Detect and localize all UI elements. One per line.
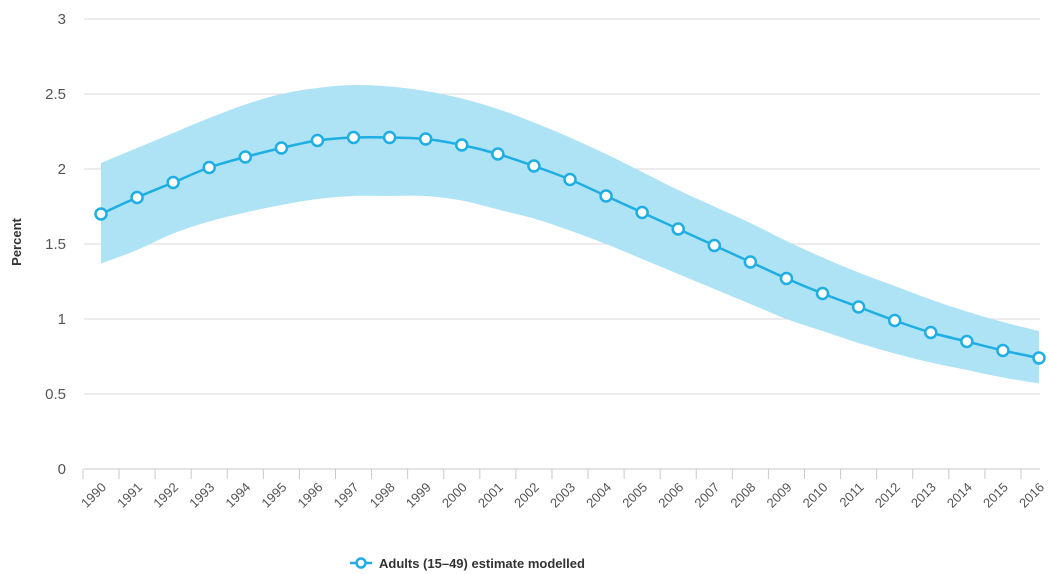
x-tick-label: 2014 [944, 480, 975, 511]
data-point [887, 313, 902, 328]
legend-label: Adults (15–49) estimate modelled [379, 556, 585, 571]
x-tick-label: 1999 [403, 480, 434, 511]
y-tick-label: 3 [58, 11, 66, 28]
confidence-band [101, 84, 1039, 384]
x-tick-label: 2012 [872, 480, 903, 511]
x-tick-label: 2006 [655, 480, 686, 511]
data-point [1032, 351, 1046, 365]
data-point [779, 271, 794, 286]
x-tick-label: 1991 [114, 480, 145, 511]
y-tick-label: 2 [58, 161, 66, 178]
data-point [851, 300, 866, 314]
data-point [382, 130, 397, 145]
data-point [996, 343, 1010, 358]
y-tick-label: 1.5 [45, 236, 66, 253]
x-axis-ticks: 1990 1991 1992 1993 1994 1995 1996 1997 1998 1999… [78, 480, 1047, 511]
x-tick-label: 2000 [439, 480, 470, 511]
x-axis [82, 468, 1040, 479]
x-tick-label: 1998 [367, 480, 398, 511]
x-tick-label: 2009 [764, 480, 795, 511]
data-point [346, 130, 361, 145]
x-tick-label: 2001 [475, 480, 506, 511]
x-tick-label: 1992 [150, 480, 181, 511]
x-tick-label: 1997 [331, 480, 362, 511]
x-tick-label: 2003 [547, 480, 578, 511]
data-point [202, 160, 216, 175]
data-point [274, 141, 289, 155]
x-tick-label: 2007 [691, 480, 722, 511]
data-point [527, 159, 541, 173]
x-tick-label: 1995 [258, 480, 289, 511]
x-tick-label: 2015 [980, 480, 1011, 511]
data-point [924, 325, 938, 340]
x-tick-label: 1994 [222, 480, 253, 511]
x-tick-label: 1990 [78, 480, 109, 511]
x-tick-label: 2008 [727, 480, 758, 511]
x-tick-label: 2013 [908, 480, 939, 511]
legend[interactable]: Adults (15–49) estimate modelled [350, 556, 585, 571]
data-point [491, 147, 505, 161]
data-point [635, 205, 649, 220]
legend-marker-icon [355, 557, 367, 569]
x-tick-label: 2004 [583, 480, 614, 511]
y-tick-label: 1 [58, 311, 66, 328]
data-point [815, 286, 830, 301]
data-point [671, 222, 685, 236]
x-tick-label: 1996 [295, 480, 326, 511]
x-tick-label: 2002 [511, 480, 542, 511]
data-point [743, 255, 758, 269]
x-tick-label: 2011 [836, 480, 866, 510]
data-point [310, 133, 325, 148]
x-tick-label: 2016 [1016, 480, 1047, 511]
series-markers [94, 130, 1046, 365]
x-tick-label: 2005 [619, 480, 650, 511]
x-tick-label: 1993 [186, 480, 217, 511]
y-axis-label: Percent [9, 217, 24, 265]
y-tick-label: 2.5 [45, 86, 66, 103]
data-point [94, 207, 108, 221]
y-axis-ticks: 0 0.5 1 1.5 2 2.5 3 [45, 11, 66, 478]
data-point [418, 132, 433, 146]
data-point [238, 150, 253, 164]
data-point [563, 172, 577, 187]
data-point [130, 190, 144, 205]
data-point [166, 175, 180, 190]
data-point [599, 189, 613, 203]
y-tick-label: 0.5 [45, 386, 66, 403]
confidence-band-area [101, 84, 1039, 384]
y-tick-label: 0 [58, 461, 66, 478]
x-tick-label: 2010 [800, 480, 831, 511]
data-point [455, 138, 469, 152]
data-point [960, 334, 974, 349]
data-point [707, 238, 722, 253]
